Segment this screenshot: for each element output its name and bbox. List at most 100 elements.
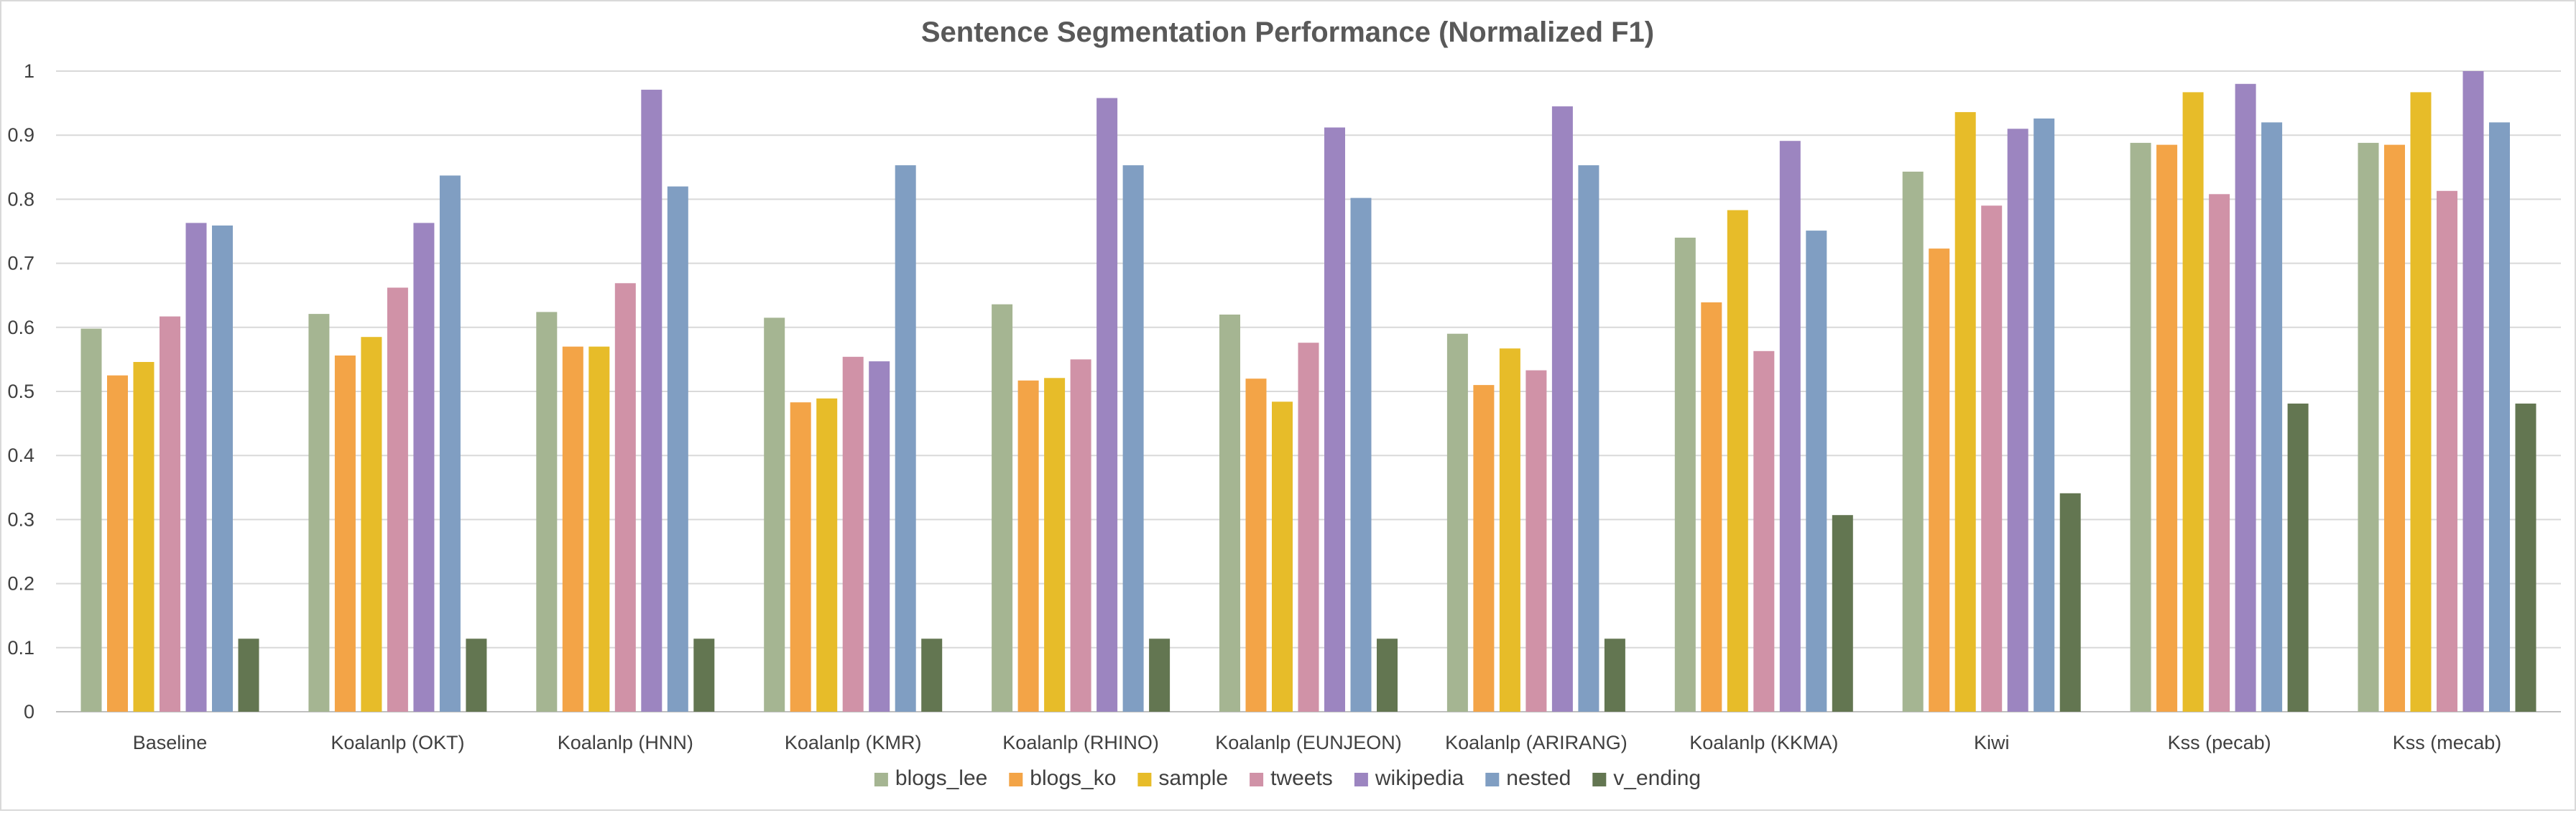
y-tick-label: 0.1 — [7, 637, 34, 659]
bar-sample — [361, 337, 382, 712]
bar-v_ending — [2287, 403, 2309, 712]
bar-v_ending — [1604, 638, 1625, 712]
legend: blogs_lee blogs_ko sample tweets wikipedia ne… — [874, 766, 1701, 790]
bar-v_ending — [693, 638, 715, 712]
x-tick-label: Koalanlp (HNN) — [558, 732, 693, 753]
legend-swatch-nested — [1485, 773, 1500, 786]
bar-nested — [1122, 165, 1144, 712]
bar-blogs_lee — [2358, 142, 2379, 712]
bar-v_ending — [238, 638, 259, 712]
y-axis: 0 0.1 0.2 0.3 0.4 0.5 0.6 0.7 0.8 0.9 1 — [7, 60, 34, 723]
bar-tweets — [614, 283, 636, 712]
x-tick-label: Koalanlp (EUNJEON) — [1215, 732, 1402, 753]
bar-v_ending — [466, 638, 487, 712]
bar-sample — [133, 362, 154, 712]
bar-nested — [212, 226, 233, 712]
bar-v_ending — [1149, 638, 1171, 712]
bar-nested — [1578, 165, 1599, 712]
bar-v_ending — [1377, 638, 1398, 712]
bar-blogs_ko — [1701, 302, 1722, 712]
y-tick-label: 0.9 — [7, 124, 34, 146]
bar-wikipedia — [1097, 98, 1118, 712]
bar-nested — [1350, 198, 1372, 712]
bar-wikipedia — [1551, 106, 1573, 712]
bar-tweets — [387, 287, 408, 712]
bar-nested — [2033, 119, 2055, 712]
bar-nested — [2261, 122, 2283, 712]
bar-wikipedia — [869, 361, 890, 712]
bar-tweets — [1981, 205, 2003, 712]
bar-v_ending — [2515, 403, 2536, 712]
bar-blogs_lee — [1674, 237, 1696, 712]
bar-sample — [2182, 92, 2204, 712]
bar-wikipedia — [641, 89, 663, 712]
bar-wikipedia — [2235, 83, 2256, 712]
bar-tweets — [1070, 359, 1091, 712]
y-tick-label: 1 — [24, 60, 34, 82]
bar-sample — [1954, 112, 1976, 712]
chart-title: Sentence Segmentation Performance (Norma… — [921, 17, 1654, 48]
bar-nested — [439, 175, 461, 712]
bar-blogs_lee — [992, 304, 1013, 712]
y-tick-label: 0.8 — [7, 188, 34, 210]
x-tick-label: Kss (mecab) — [2393, 732, 2502, 753]
bar-blogs_ko — [562, 346, 583, 712]
bar-blogs_lee — [536, 312, 558, 712]
x-tick-label: Koalanlp (KMR) — [785, 732, 922, 753]
bar-tweets — [1753, 350, 1775, 712]
legend-label-blogs_ko: blogs_ko — [1030, 766, 1116, 790]
bar-blogs_lee — [2130, 142, 2151, 712]
x-tick-label: Kiwi — [1974, 732, 2010, 753]
bar-v_ending — [921, 638, 943, 712]
bar-wikipedia — [1779, 141, 1801, 712]
x-tick-label: Koalanlp (ARIRANG) — [1445, 732, 1628, 753]
legend-swatch-v_ending — [1592, 773, 1607, 786]
bar-blogs_ko — [107, 375, 128, 712]
x-tick-label: Koalanlp (OKT) — [331, 732, 464, 753]
bar-wikipedia — [1324, 127, 1345, 712]
bars — [80, 71, 2536, 712]
legend-label-blogs_lee: blogs_lee — [895, 766, 987, 790]
bar-blogs_ko — [1017, 380, 1039, 712]
legend-swatch-wikipedia — [1354, 773, 1368, 786]
bar-v_ending — [1832, 515, 1853, 712]
bar-nested — [1806, 231, 1827, 712]
bar-tweets — [1525, 370, 1547, 712]
legend-label-v_ending: v_ending — [1613, 766, 1701, 790]
bar-nested — [667, 186, 688, 712]
bar-nested — [2489, 122, 2510, 712]
bar-wikipedia — [2007, 129, 2028, 712]
bar-blogs_ko — [1245, 378, 1267, 712]
legend-swatch-blogs_ko — [1009, 773, 1023, 786]
bar-blogs_ko — [2384, 144, 2405, 712]
x-axis: Baseline Koalanlp (OKT) Koalanlp (HNN) Koal… — [133, 732, 2502, 753]
x-tick-label: Koalanlp (RHINO) — [1002, 732, 1159, 753]
legend-label-nested: nested — [1506, 766, 1571, 790]
bar-tweets — [1298, 343, 1319, 712]
y-tick-label: 0.6 — [7, 317, 34, 338]
y-tick-label: 0 — [24, 701, 34, 723]
bar-tweets — [160, 316, 180, 712]
bar-blogs_ko — [1473, 385, 1495, 712]
bar-blogs_ko — [1929, 248, 1950, 712]
legend-label-wikipedia: wikipedia — [1375, 766, 1464, 790]
bar-tweets — [2437, 190, 2457, 712]
bar-blogs_lee — [1902, 172, 1924, 712]
legend-label-sample: sample — [1158, 766, 1228, 790]
bar-wikipedia — [2462, 71, 2484, 712]
bar-sample — [1044, 378, 1066, 712]
bar-blogs_ko — [790, 402, 811, 712]
bar-blogs_lee — [308, 314, 330, 712]
bar-nested — [895, 165, 916, 712]
y-tick-label: 0.7 — [7, 253, 34, 274]
bar-tweets — [842, 356, 864, 712]
bar-sample — [2410, 92, 2432, 712]
legend-label-tweets: tweets — [1270, 766, 1333, 790]
bar-v_ending — [2059, 493, 2081, 712]
y-tick-label: 0.2 — [7, 573, 34, 595]
bar-blogs_lee — [80, 328, 102, 712]
bar-blogs_ko — [2156, 144, 2178, 712]
legend-swatch-tweets — [1250, 773, 1264, 786]
